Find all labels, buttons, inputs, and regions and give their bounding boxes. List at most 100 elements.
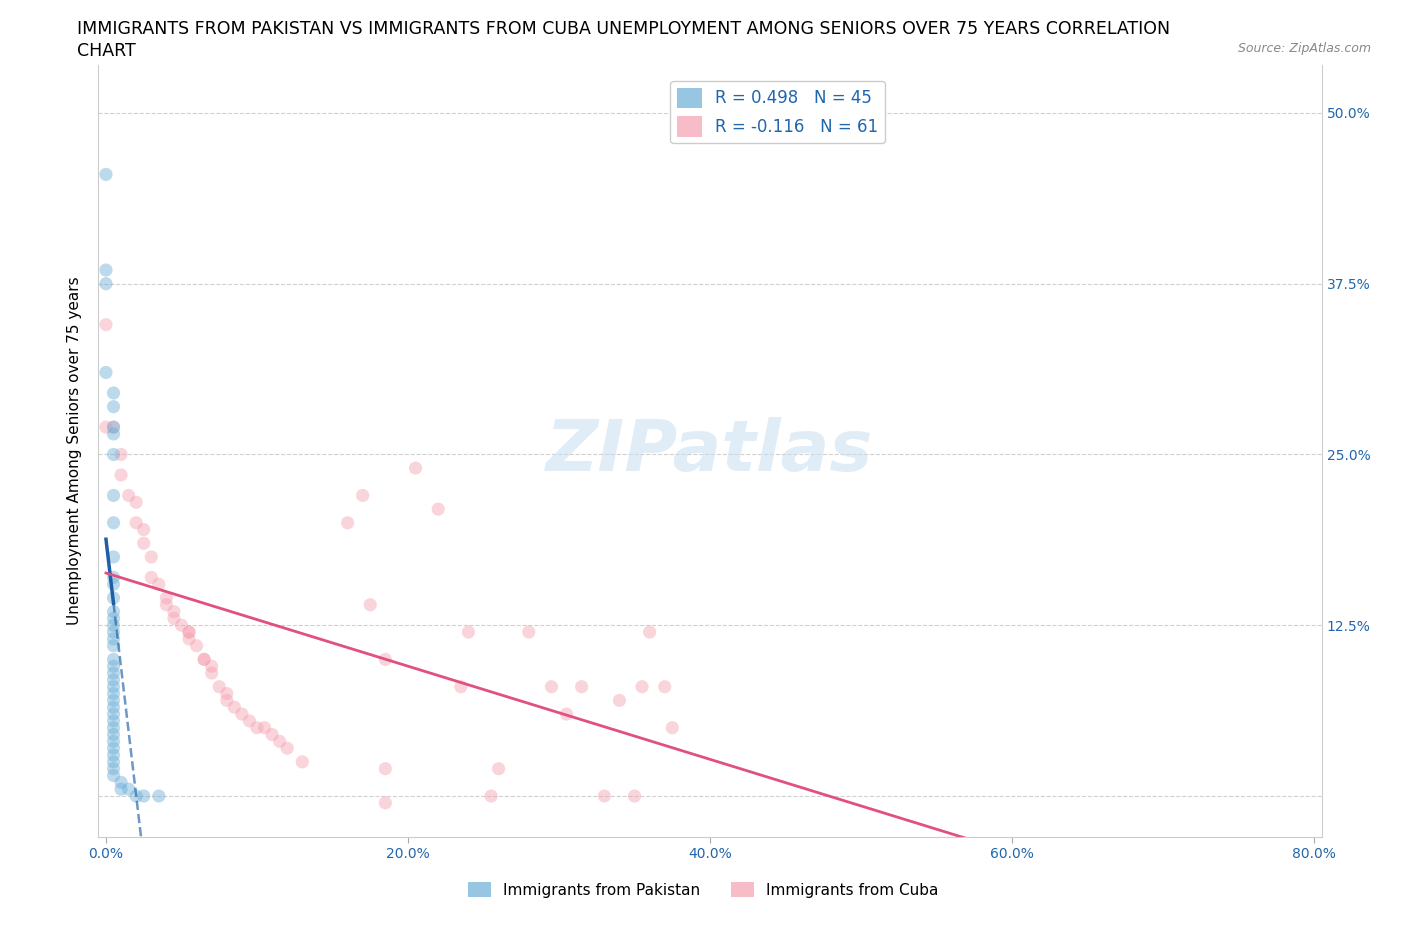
Legend: R = 0.498   N = 45, R = -0.116   N = 61: R = 0.498 N = 45, R = -0.116 N = 61 [671, 81, 886, 143]
Point [103, 762, 125, 777]
Point [94, 167, 117, 182]
Point [103, 658, 125, 673]
Point [374, 652, 396, 667]
Point [103, 672, 125, 687]
Point [103, 515, 125, 530]
Point [155, 591, 177, 605]
Point [103, 386, 125, 401]
Point [177, 631, 200, 646]
Point [654, 679, 676, 694]
Point [231, 707, 253, 722]
Point [661, 720, 683, 735]
Point [405, 460, 427, 475]
Point [359, 597, 381, 612]
Point [132, 522, 155, 537]
Point [110, 468, 132, 483]
Point [631, 679, 654, 694]
Point [201, 658, 224, 673]
Point [94, 262, 117, 277]
Point [177, 625, 200, 640]
Point [103, 720, 125, 735]
Point [103, 604, 125, 619]
Point [103, 666, 125, 681]
Point [571, 679, 593, 694]
Point [269, 734, 291, 749]
Point [117, 488, 139, 503]
Point [638, 625, 661, 640]
Point [555, 707, 578, 722]
Point [291, 754, 314, 769]
Point [479, 789, 502, 804]
Point [94, 317, 117, 332]
Point [103, 419, 125, 434]
Point [125, 495, 148, 510]
Text: ZIPatlas: ZIPatlas [547, 417, 873, 485]
Point [103, 591, 125, 605]
Point [103, 618, 125, 632]
Point [170, 618, 193, 632]
Point [208, 679, 231, 694]
Point [593, 789, 616, 804]
Point [103, 748, 125, 763]
Point [103, 741, 125, 756]
Point [103, 686, 125, 701]
Point [103, 768, 125, 783]
Point [517, 625, 540, 640]
Point [94, 365, 117, 380]
Text: Source: ZipAtlas.com: Source: ZipAtlas.com [1237, 42, 1371, 55]
Point [262, 727, 284, 742]
Point [103, 679, 125, 694]
Point [148, 789, 170, 804]
Point [103, 427, 125, 442]
Point [201, 666, 224, 681]
Point [177, 625, 200, 640]
Point [374, 762, 396, 777]
Point [141, 570, 163, 585]
Point [103, 419, 125, 434]
Point [186, 638, 208, 653]
Point [215, 693, 238, 708]
Text: CHART: CHART [77, 42, 136, 60]
Point [117, 782, 139, 797]
Point [103, 625, 125, 640]
Point [450, 679, 472, 694]
Point [238, 713, 260, 728]
Point [246, 720, 269, 735]
Point [103, 754, 125, 769]
Point [163, 611, 186, 626]
Text: IMMIGRANTS FROM PAKISTAN VS IMMIGRANTS FROM CUBA UNEMPLOYMENT AMONG SENIORS OVER: IMMIGRANTS FROM PAKISTAN VS IMMIGRANTS F… [77, 20, 1170, 38]
Point [110, 775, 132, 790]
Point [132, 789, 155, 804]
Point [540, 679, 562, 694]
Point [148, 577, 170, 591]
Point [125, 789, 148, 804]
Point [103, 447, 125, 462]
Point [103, 734, 125, 749]
Point [103, 699, 125, 714]
Point [103, 488, 125, 503]
Point [94, 276, 117, 291]
Point [103, 727, 125, 742]
Point [103, 638, 125, 653]
Point [488, 762, 510, 777]
Point [103, 611, 125, 626]
Point [103, 693, 125, 708]
Point [336, 515, 359, 530]
Point [141, 550, 163, 565]
Point [427, 501, 450, 516]
Point [276, 741, 298, 756]
Point [103, 707, 125, 722]
Y-axis label: Unemployment Among Seniors over 75 years: Unemployment Among Seniors over 75 years [67, 277, 83, 625]
Point [224, 699, 246, 714]
Point [457, 625, 479, 640]
Point [103, 713, 125, 728]
Point [103, 631, 125, 646]
Point [155, 597, 177, 612]
Point [352, 488, 374, 503]
Point [94, 419, 117, 434]
Point [103, 399, 125, 414]
Point [215, 686, 238, 701]
Point [132, 536, 155, 551]
Point [193, 652, 215, 667]
Point [253, 720, 276, 735]
